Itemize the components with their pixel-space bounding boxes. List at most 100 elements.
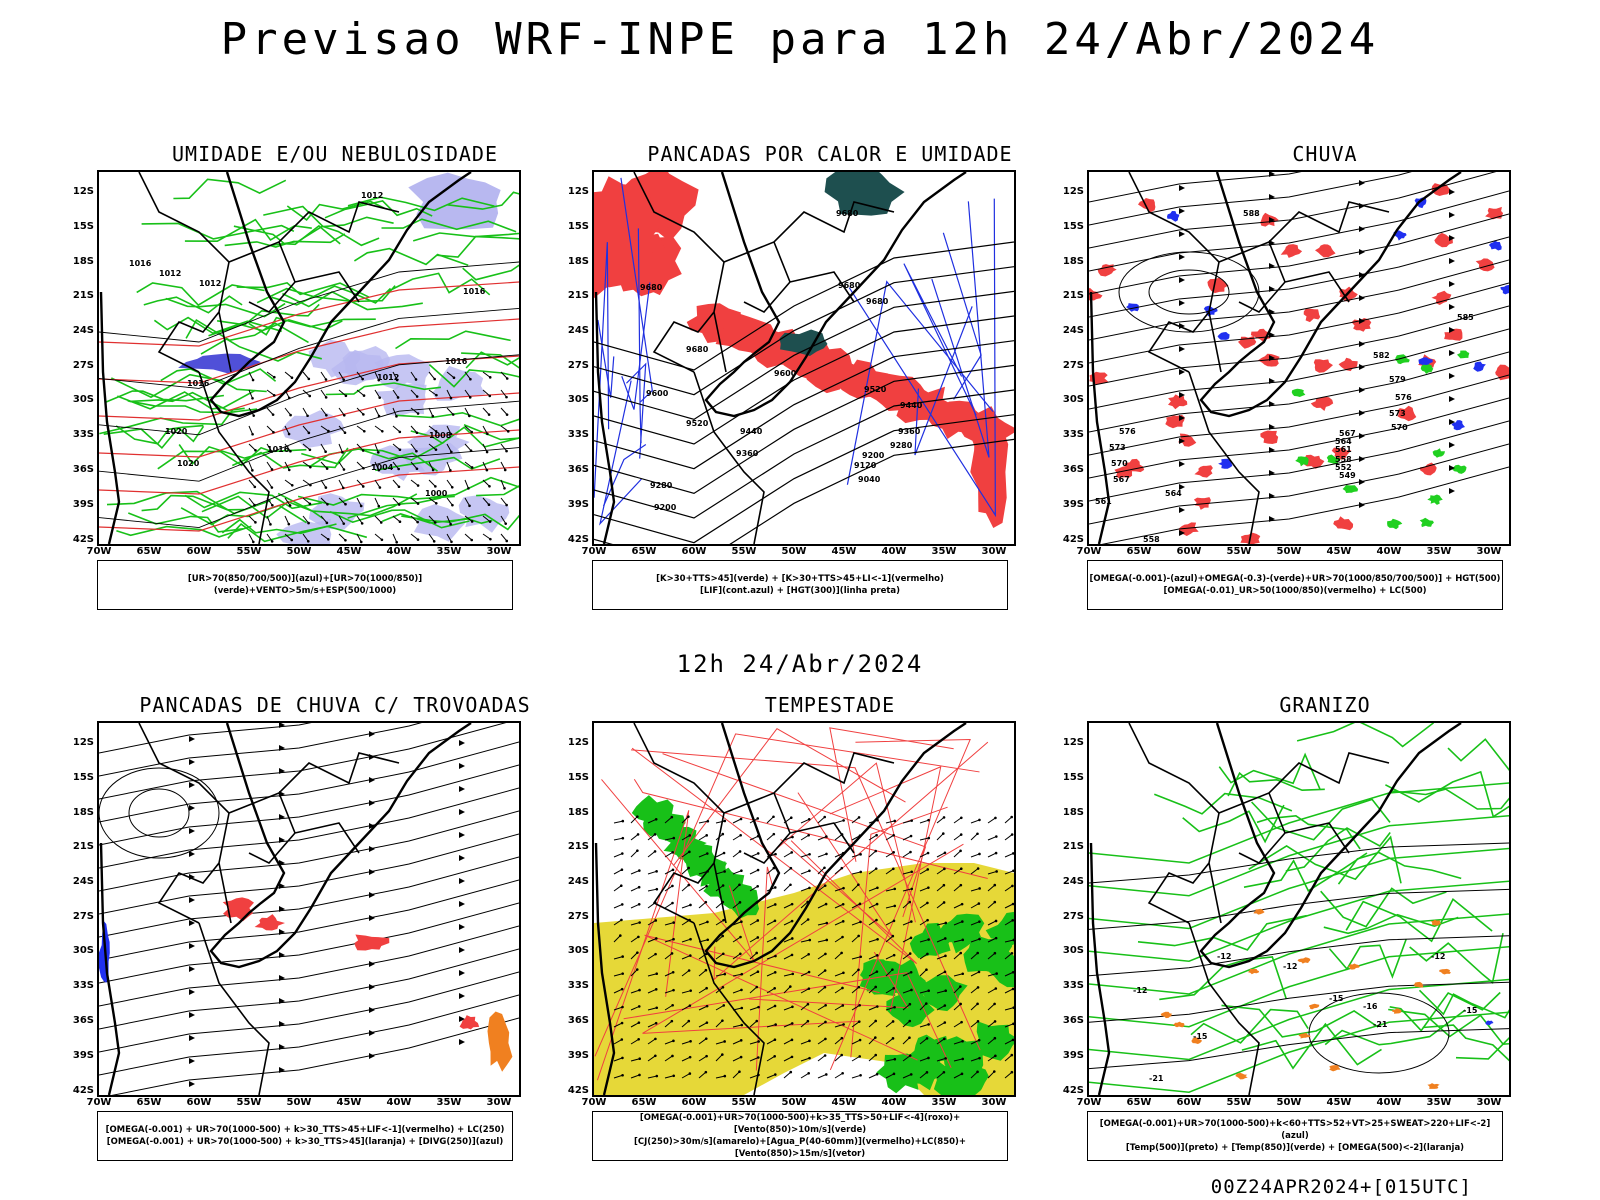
wind850-vector: [817, 867, 825, 875]
wind850-vector: [630, 952, 638, 960]
wind850-vector-head: [738, 883, 741, 887]
wind-vector-head: [308, 448, 312, 452]
legend-line: [OMEGA(-0.001)+UR>70(1000-500)+k>35_TTS>…: [639, 1113, 961, 1135]
wind850-vector-head: [774, 1073, 777, 1076]
wind850-vector-head: [689, 954, 692, 957]
wind850-vector-head: [891, 968, 894, 971]
panel-title: PANCADAS DE CHUVA C/ TROVOADAS: [139, 693, 531, 717]
wind850-vector: [834, 867, 843, 875]
wind850-vector: [868, 868, 877, 875]
instability-dark-green-area: [824, 172, 905, 216]
wind850-vector: [613, 988, 623, 994]
wind-vector-head: [270, 486, 274, 489]
wind-vector: [500, 497, 508, 506]
wind850-vector-head: [671, 850, 674, 854]
wind850-vector-head: [874, 985, 877, 989]
wind-vector-head: [395, 415, 398, 418]
wind850-vector: [868, 1054, 877, 1062]
contour-value-label: 9680: [836, 209, 859, 218]
wind850-vector: [732, 921, 742, 926]
wind-vector: [374, 461, 380, 471]
wind850-vector: [647, 1038, 656, 1045]
longitude-tick-label: 35W: [436, 1097, 462, 1108]
wind850-vector-head: [961, 972, 965, 976]
streamline-arrow: [459, 832, 465, 838]
wind850-vector: [987, 1003, 995, 1011]
streamline-arrow: [1449, 488, 1455, 494]
streamline-arrow: [369, 823, 375, 829]
streamline-arrow: [1359, 180, 1365, 186]
latitude-tick-label: 30S: [72, 945, 94, 956]
rain-red-area: [1260, 430, 1279, 444]
wind850-vector-head: [959, 951, 963, 955]
wind-vector-head: [416, 484, 420, 487]
precipitable-water-red-contour: [662, 753, 927, 918]
wind-vector: [464, 443, 472, 451]
rain-red-area: [1124, 458, 1145, 473]
wind850-vector: [970, 833, 978, 841]
wind-vector: [320, 515, 328, 524]
streamline-arrow: [279, 837, 285, 843]
streamline-arrow: [1359, 341, 1365, 347]
streamline-arrow: [1179, 277, 1185, 283]
rain-green-area: [1387, 518, 1403, 530]
streamline-arrow: [1449, 396, 1455, 402]
humidity-green-contour: [263, 205, 394, 228]
wind850-vector-head: [909, 970, 913, 974]
wind-vector-head: [308, 394, 312, 398]
wind850-vector-head: [687, 815, 690, 818]
humidity-green-contour: [395, 411, 519, 427]
streamline: [1089, 305, 1509, 387]
wind850-vector: [902, 971, 912, 977]
wind850-vector: [902, 851, 911, 858]
streamline-arrow: [369, 1030, 375, 1036]
wind850-vector: [919, 1057, 929, 1062]
legend-line: [CJ(250)>30m/s](amarelo)+[Agua_P(40-60mm…: [633, 1137, 967, 1159]
wind850-vector: [868, 1037, 876, 1045]
streamline-arrow: [189, 920, 195, 926]
wind850-vector: [613, 853, 623, 858]
wind-vector-head: [397, 503, 401, 506]
wind850-vector-head: [823, 1054, 827, 1057]
precipitable-water-red-contour: [748, 951, 909, 1009]
streamline: [99, 971, 519, 1053]
streamline-vortex: [99, 767, 220, 859]
latitude-tick-label: 27S: [567, 911, 589, 922]
wind850-vector: [698, 834, 707, 841]
wind850-vector: [936, 1071, 945, 1079]
omega-orange-area: [1431, 919, 1442, 926]
streamline-arrow: [1269, 172, 1275, 177]
humidity-green-contour: [153, 316, 282, 335]
wind850-vector-head: [739, 1039, 743, 1042]
longitude-tick-label: 65W: [1126, 546, 1152, 557]
panel-title: UMIDADE E/OU NEBULOSIDADE: [171, 142, 499, 166]
temp500-black-contour: [1089, 1028, 1509, 1070]
wind850-vector: [664, 953, 673, 960]
latitude-tick-label: 12S: [72, 737, 94, 748]
wind850-vector-head: [874, 849, 878, 853]
longitude-tick-label: 40W: [1376, 546, 1402, 557]
humidity-green-contour: [387, 272, 491, 296]
humidity-blue-area: [432, 365, 486, 401]
wind850-vector-head: [1010, 951, 1014, 955]
streamline-arrow: [1359, 456, 1365, 462]
longitude-tick-label: 40W: [386, 1097, 412, 1108]
wind850-vector-head: [773, 886, 777, 889]
wind-vector-head: [307, 521, 310, 525]
wind850-vector: [647, 818, 657, 824]
wind850-vector: [681, 955, 691, 960]
wind850-vector: [681, 938, 691, 943]
contour-value-label: 1016: [129, 259, 152, 268]
wind850-vector: [936, 971, 946, 977]
wind-vector: [338, 497, 346, 505]
wind850-vector-head: [857, 1020, 861, 1023]
wind-vector: [464, 479, 469, 489]
rain-green-area: [1342, 485, 1359, 493]
wind850-vector: [851, 884, 859, 892]
coastline: [594, 723, 967, 1095]
temp850-green-contour: [1089, 782, 1509, 864]
wind850-vector: [681, 970, 690, 977]
latitude-tick-label: 36S: [567, 1015, 589, 1026]
wind850-vector-head: [1011, 852, 1014, 855]
wind850-vector-head: [704, 900, 708, 904]
